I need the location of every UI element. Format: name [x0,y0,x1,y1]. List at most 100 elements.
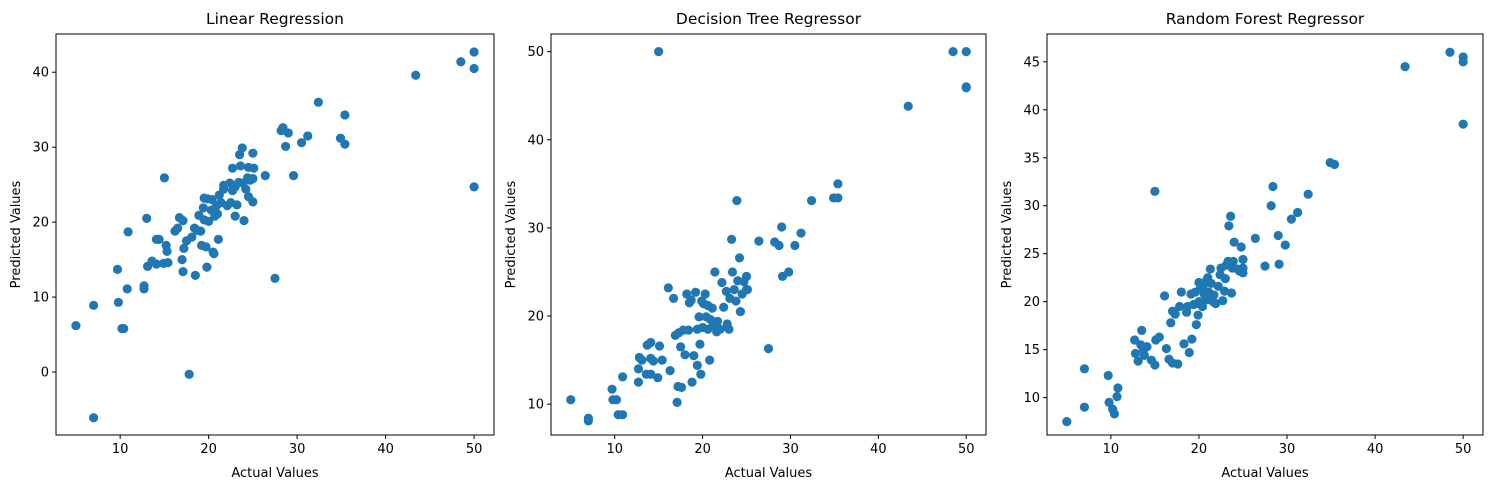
data-point [729,284,739,295]
data-point [715,324,725,334]
data-point [763,344,774,354]
data-point [663,283,673,293]
data-point [196,226,206,236]
data-point [833,179,843,189]
data-point [1286,214,1297,224]
data-point [1206,278,1216,289]
data-point [283,128,293,138]
data-point [732,195,742,206]
data-point [1303,189,1313,199]
data-point [241,184,251,194]
data-point [1179,339,1189,349]
data-point [694,312,704,322]
data-point [721,286,731,296]
data-point [1173,359,1183,369]
x-tick-label: 10 [1103,442,1120,457]
data-point [683,325,694,335]
y-tick-label: 30 [527,221,544,236]
data-point [340,110,350,120]
x-tick-label: 40 [870,442,887,457]
data-point [296,138,307,148]
data-point [692,360,702,370]
data-point [690,287,701,297]
data-point [1329,159,1340,170]
data-point [248,148,258,158]
data-point [1112,392,1122,402]
data-point [1219,286,1230,296]
data-point [248,174,258,184]
data-point [1228,256,1238,266]
data-point [1266,201,1276,211]
x-tick-label: 20 [694,442,711,457]
data-point [456,57,466,67]
data-point [637,355,647,365]
data-point [281,141,291,152]
data-point [112,264,123,274]
data-point [1176,287,1186,297]
data-point [676,342,686,352]
data-point [774,240,784,251]
data-point [833,193,843,203]
data-point [1161,344,1171,354]
data-point [1400,62,1410,72]
data-point [806,195,817,206]
data-point [313,97,323,107]
x-axis-label: Actual Values [231,466,319,481]
y-tick-label: 40 [1023,103,1040,118]
x-tick-label: 30 [289,442,306,457]
y-tick-label: 40 [32,66,49,81]
data-point [1205,264,1215,274]
data-point [1113,383,1123,393]
data-point [469,182,479,192]
data-point [710,267,720,277]
data-point [903,101,913,111]
data-point [1133,356,1143,366]
data-point [741,271,752,281]
data-point [646,337,656,348]
data-point [1226,211,1236,221]
data-point [648,356,658,366]
data-point [122,284,132,294]
data-point [1226,288,1237,298]
data-point [754,236,764,246]
data-point [411,70,421,80]
data-point [707,303,717,313]
data-point [89,413,99,423]
data-point [1197,301,1208,312]
data-point [1142,342,1152,352]
data-point [948,47,958,57]
data-point [249,163,259,173]
y-tick-label: 20 [527,310,544,325]
data-point [198,203,208,213]
y-tick-label: 15 [1023,343,1040,358]
y-tick-label: 20 [1023,295,1040,310]
data-point [712,316,723,326]
chart-title: Random Forest Regressor [1166,10,1365,28]
data-point [340,139,350,149]
data-point [173,223,183,233]
data-point [139,284,149,294]
data-point [213,234,223,244]
data-point [1193,310,1203,320]
x-tick-label: 30 [1279,442,1296,457]
data-point [227,163,238,173]
y-tick-label: 0 [41,366,49,381]
data-point [1103,370,1113,381]
data-point [1250,233,1260,243]
data-point [1280,240,1290,250]
data-point [734,253,745,263]
data-point [646,369,656,379]
data-point [731,296,741,306]
data-point [184,369,194,379]
y-tick-label: 10 [32,291,49,306]
data-point [204,216,214,226]
x-tick-label: 20 [1191,442,1208,457]
y-axis-label: Predicted Values [504,180,519,288]
data-point [724,324,734,334]
data-point [1220,274,1230,284]
data-point [1139,350,1149,360]
x-tick-label: 50 [1455,442,1472,457]
data-point [209,249,219,259]
data-point [270,273,280,283]
data-point [1260,261,1270,271]
